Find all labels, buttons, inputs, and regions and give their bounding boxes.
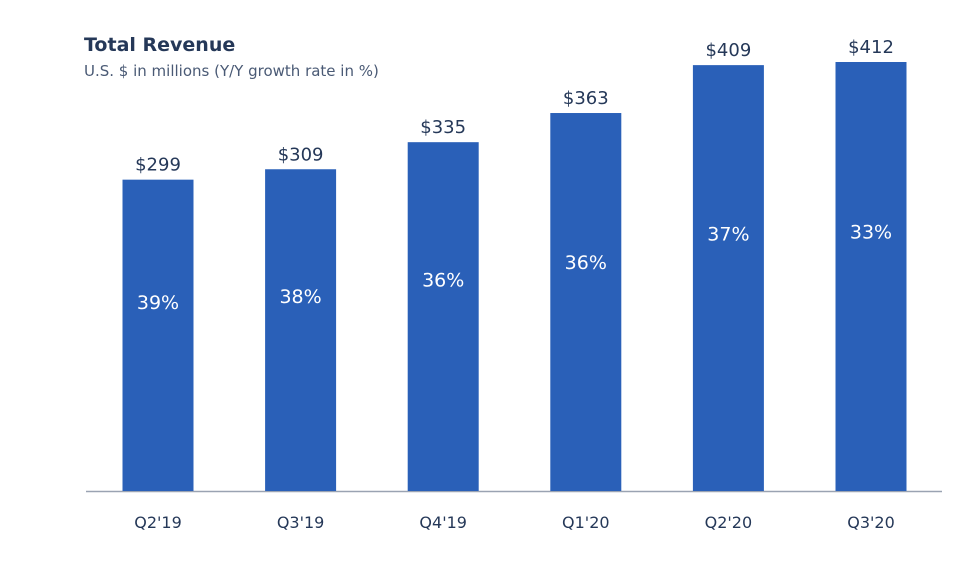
bars-group: $299 39% Q2'19 $309 38% Q3'19 $335 36% Q4'19 $363… xyxy=(122,37,907,532)
bar-growth-label-0: 39% xyxy=(137,292,179,314)
bar-value-label-2: $335 xyxy=(420,117,466,138)
bar-1 xyxy=(265,169,337,491)
bar-value-label-5: $412 xyxy=(848,37,894,58)
bar-growth-label-3: 36% xyxy=(565,252,607,274)
bar-5 xyxy=(835,62,907,491)
bar-growth-label-5: 33% xyxy=(850,222,892,244)
bar-value-label-4: $409 xyxy=(705,40,751,61)
x-tick-label-3: Q1'20 xyxy=(562,513,610,532)
bar-growth-label-4: 37% xyxy=(707,223,749,245)
x-tick-label-4: Q2'20 xyxy=(705,513,753,532)
bar-growth-label-1: 38% xyxy=(279,286,321,308)
bar-value-label-1: $309 xyxy=(278,144,324,165)
chart-subtitle: U.S. $ in millions (Y/Y growth rate in %… xyxy=(84,62,379,80)
x-tick-label-5: Q3'20 xyxy=(847,513,895,532)
bar-2 xyxy=(407,142,479,491)
x-tick-label-0: Q2'19 xyxy=(134,513,182,532)
chart-title: Total Revenue xyxy=(84,34,236,56)
bar-value-label-0: $299 xyxy=(135,155,181,176)
bar-value-label-3: $363 xyxy=(563,88,609,109)
bar-3 xyxy=(550,113,622,491)
bar-growth-label-2: 36% xyxy=(422,270,464,292)
x-tick-label-1: Q3'19 xyxy=(277,513,325,532)
bar-4 xyxy=(692,65,764,492)
bar-0 xyxy=(122,179,194,491)
x-tick-label-2: Q4'19 xyxy=(419,513,467,532)
